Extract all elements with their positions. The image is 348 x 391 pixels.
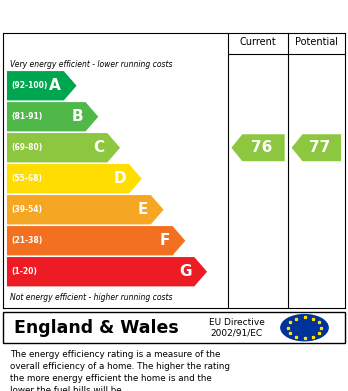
Ellipse shape [280, 314, 329, 341]
Text: Energy Efficiency Rating: Energy Efficiency Rating [10, 8, 213, 23]
Text: Not energy efficient - higher running costs: Not energy efficient - higher running co… [10, 293, 173, 302]
Text: (81-91): (81-91) [11, 112, 42, 121]
Text: D: D [114, 171, 126, 186]
Text: (69-80): (69-80) [11, 143, 42, 152]
Text: 77: 77 [309, 140, 330, 155]
Text: C: C [93, 140, 104, 155]
Text: Potential: Potential [295, 38, 338, 47]
Polygon shape [7, 195, 164, 224]
Text: A: A [49, 78, 61, 93]
Text: F: F [159, 233, 170, 248]
Text: Very energy efficient - lower running costs: Very energy efficient - lower running co… [10, 59, 173, 68]
Text: (21-38): (21-38) [11, 236, 42, 245]
Polygon shape [7, 257, 207, 286]
Polygon shape [7, 164, 142, 194]
Text: E: E [138, 202, 148, 217]
Text: G: G [179, 264, 191, 279]
Polygon shape [292, 134, 341, 161]
Text: 76: 76 [251, 140, 272, 155]
Text: (1-20): (1-20) [11, 267, 37, 276]
Text: (39-54): (39-54) [11, 205, 42, 214]
Text: The energy efficiency rating is a measure of the
overall efficiency of a home. T: The energy efficiency rating is a measur… [10, 350, 230, 391]
Polygon shape [7, 133, 120, 162]
Text: England & Wales: England & Wales [14, 319, 179, 337]
Text: EU Directive
2002/91/EC: EU Directive 2002/91/EC [209, 318, 264, 337]
Text: (92-100): (92-100) [11, 81, 48, 90]
Polygon shape [231, 134, 285, 161]
Text: (55-68): (55-68) [11, 174, 42, 183]
Polygon shape [7, 102, 98, 131]
Text: Current: Current [240, 38, 276, 47]
Text: B: B [71, 109, 83, 124]
Polygon shape [7, 226, 185, 255]
Polygon shape [7, 71, 77, 100]
